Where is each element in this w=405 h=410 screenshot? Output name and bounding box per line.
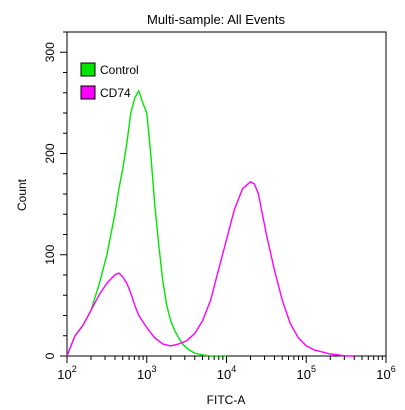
y-tick-label: 0 (43, 352, 57, 359)
y-axis-ticks: 0 100 200 300 (43, 31, 67, 359)
x-tick-label: 102 (57, 364, 76, 382)
legend-label-control: Control (100, 63, 139, 77)
x-tick-label: 106 (376, 364, 395, 382)
y-tick-label: 300 (43, 42, 57, 62)
y-tick-label: 200 (43, 143, 57, 163)
series-line-cd74 (66, 181, 355, 357)
y-tick-label: 100 (43, 244, 57, 264)
legend-label-cd74: CD74 (100, 86, 131, 100)
series-layer (66, 89, 355, 357)
x-tick-label: 105 (297, 364, 316, 382)
series-line-control (66, 89, 227, 357)
plot-frame (66, 31, 387, 357)
legend: Control CD74 (80, 62, 139, 100)
x-tick-label: 103 (137, 364, 156, 382)
legend-swatch-cd74 (80, 85, 96, 100)
x-tick-label: 104 (217, 364, 236, 382)
chart-title: Multi-sample: All Events (147, 12, 285, 27)
x-axis-ticks: 102 103 104 105 106 (57, 356, 396, 382)
x-axis-label: FITC-A (207, 393, 246, 407)
legend-swatch-control (80, 62, 96, 77)
y-axis-label: Count (15, 178, 29, 211)
